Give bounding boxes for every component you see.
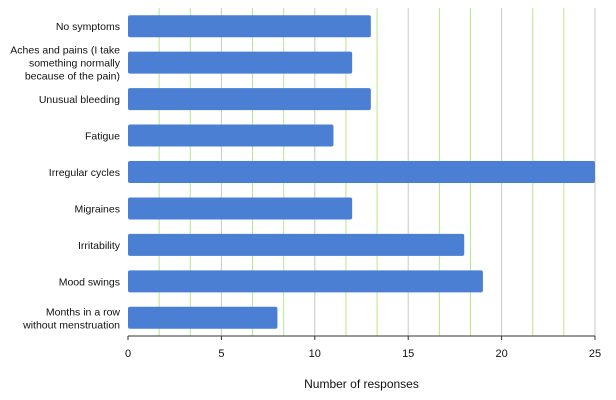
bar-9 (128, 306, 278, 329)
x-tick-label-0: 0 (125, 348, 131, 360)
bar-1 (128, 15, 371, 38)
category-label-7: Irritability (78, 240, 121, 252)
category-label-1: No symptoms (56, 21, 120, 33)
category-label-3: Unusual bleeding (39, 94, 120, 106)
category-label-5: Irregular cycles (49, 167, 120, 179)
x-tick-label-20: 20 (495, 348, 507, 360)
bar-6 (128, 197, 353, 220)
bar-8 (128, 270, 483, 293)
category-labels: No symptoms Aches and pains (I take someth… (10, 21, 120, 331)
x-tick-label-5: 5 (218, 348, 224, 360)
x-tick-label-10: 10 (309, 348, 321, 360)
category-label-8: Mood swings (59, 276, 120, 288)
category-label-4: Fatigue (85, 131, 120, 143)
bar-4 (128, 124, 334, 147)
x-axis-title: Number of responses (304, 377, 419, 391)
bars (128, 15, 595, 329)
x-tick-label-25: 25 (589, 348, 601, 360)
category-label-6: Migraines (74, 203, 120, 215)
x-tick-labels: 0 5 10 15 20 25 (125, 336, 601, 360)
bar-3 (128, 88, 371, 111)
x-tick-label-15: 15 (402, 348, 414, 360)
category-label-9: Months in a row without menstruation (22, 306, 120, 331)
bar-5 (128, 161, 595, 183)
bar-2 (128, 51, 353, 74)
bar-7 (128, 233, 465, 256)
category-label-2: Aches and pains (I take something normall… (10, 45, 120, 83)
